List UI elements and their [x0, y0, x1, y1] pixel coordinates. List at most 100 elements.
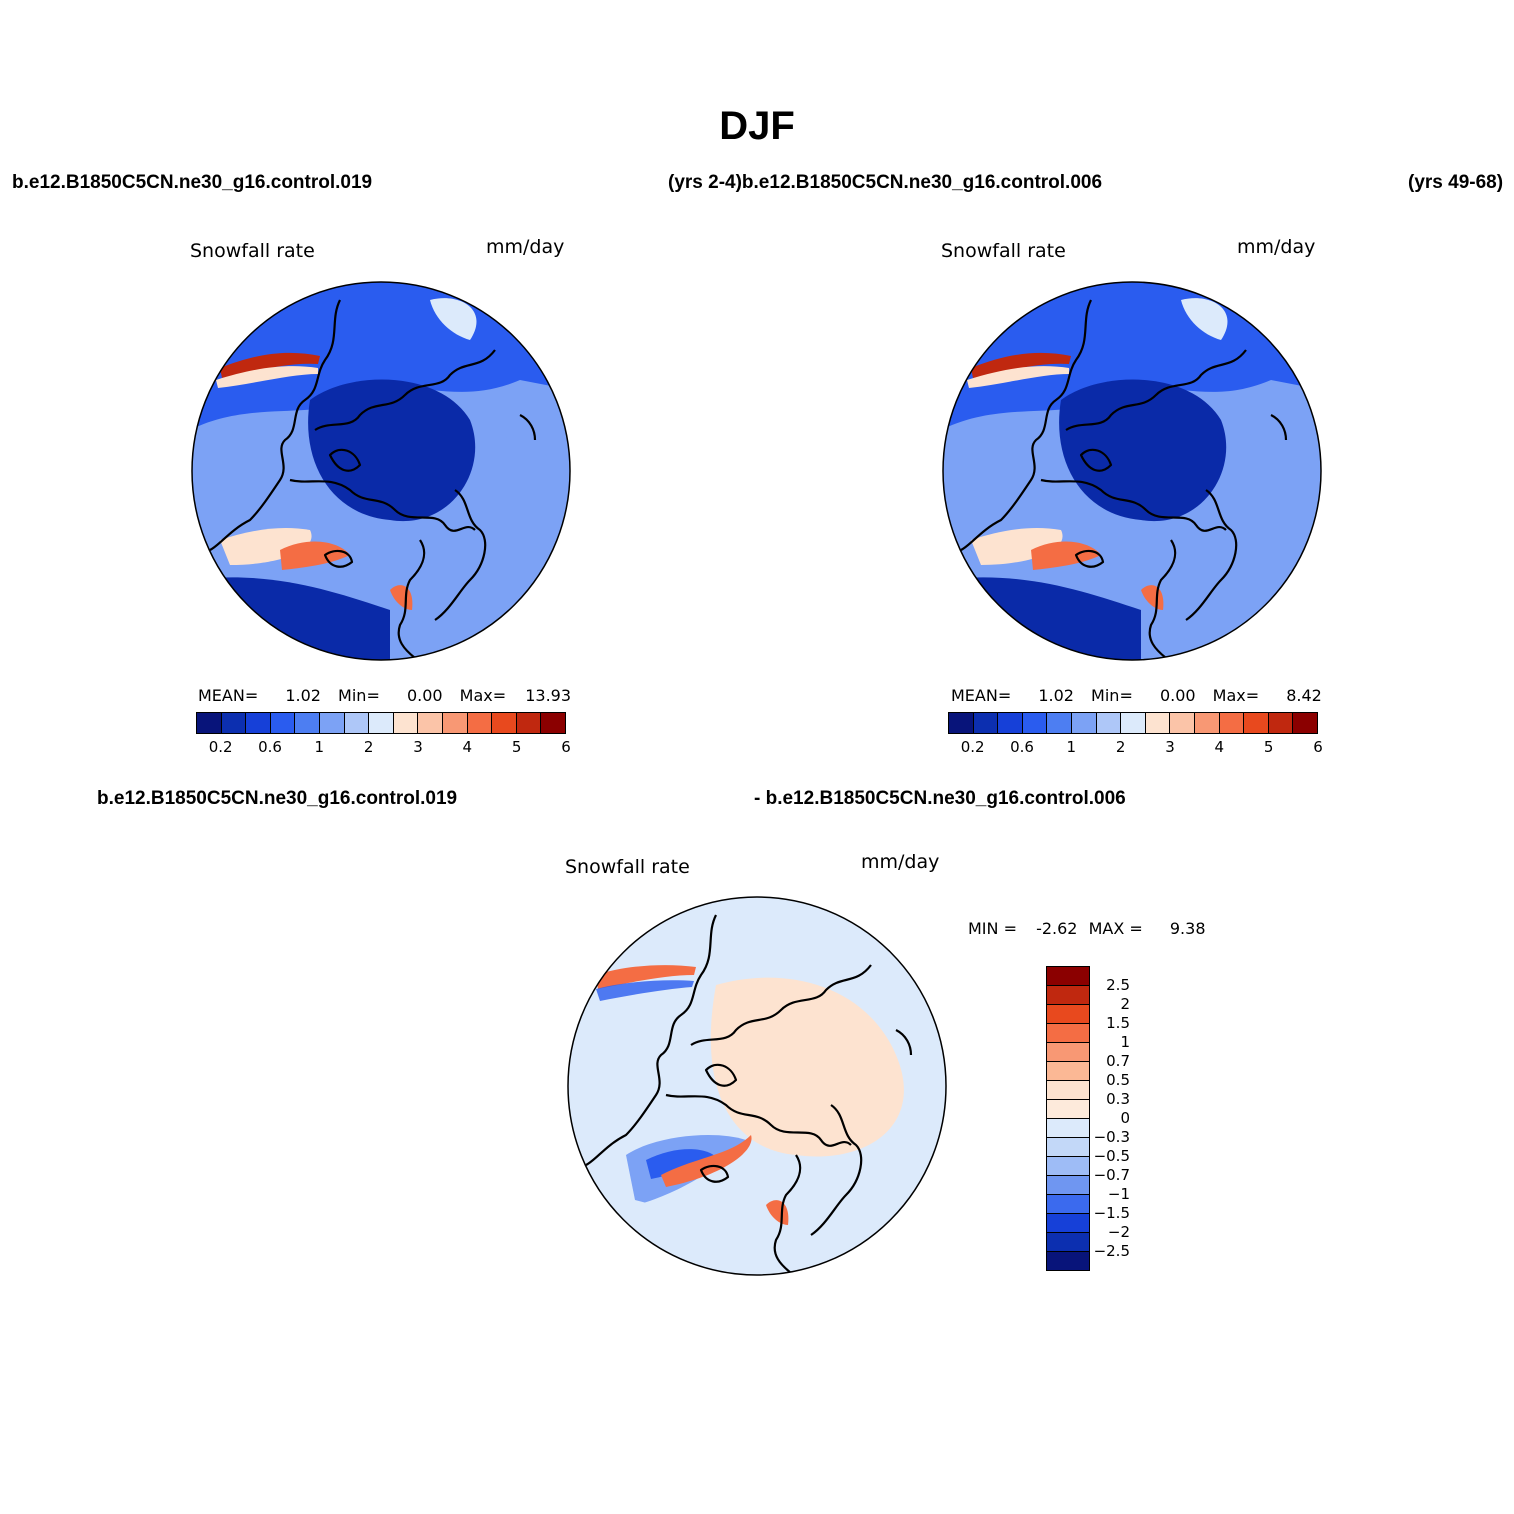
colorbar-swatch	[1145, 713, 1171, 733]
colorbar-tick-label: 2	[1120, 995, 1130, 1013]
panel-b-max-label: Max=	[1212, 686, 1260, 705]
case-a-label: b.e12.B1850C5CN.ne30_g16.control.019	[12, 172, 373, 193]
colorbar-tick-label: 0.3	[1106, 1090, 1130, 1108]
panel-a-stats: MEAN= 1.02 Min= 0.00 Max= 13.93	[198, 686, 571, 705]
colorbar-swatch	[1121, 713, 1146, 733]
colorbar-tick-label: 1	[314, 738, 325, 756]
colorbar-tick-label: −2.5	[1093, 1242, 1130, 1260]
colorbar-swatch	[467, 713, 493, 733]
colorbar-swatch	[393, 713, 419, 733]
colorbar-tick-label: 1	[1066, 738, 1077, 756]
colorbar-swatch	[1047, 1005, 1089, 1024]
colorbar-swatch	[492, 713, 517, 733]
colorbar-swatch	[1244, 713, 1269, 733]
colorbar-tick-label: 0.7	[1106, 1052, 1130, 1070]
colorbar-swatch	[1293, 713, 1317, 733]
case-b-label: b.e12.B1850C5CN.ne30_g16.control.006	[741, 172, 1103, 193]
panel-b-variable: Snowfall rate	[941, 240, 1066, 262]
coastlines	[209, 299, 537, 659]
map-border	[567, 896, 947, 1276]
colorbar-tick-label: 4	[462, 738, 473, 756]
years-b-label: (yrs 49-68)	[1408, 172, 1504, 193]
colorbar-swatch	[1047, 1081, 1089, 1100]
panel-a-max-value: 13.93	[525, 686, 572, 705]
diff-min-label: MIN =	[968, 919, 1017, 938]
colorbar-swatch	[197, 713, 222, 733]
colorbar-swatch	[442, 713, 468, 733]
panel-b-colorbar-ticks: 0.2 0.6 1 2 3 4 5 6	[948, 734, 1323, 756]
years-a-label: (yrs 2-4)b.e12.B1850C5CN.ne30_g16.contro…	[668, 172, 1102, 194]
years-a-text: (yrs 2-4)	[668, 172, 742, 193]
colorbar-tick-label: 4	[1214, 738, 1225, 756]
panel-b-colorbar-swatches	[948, 712, 1318, 734]
colorbar-swatch	[1047, 1252, 1089, 1270]
colorbar-tick-label: 3	[413, 738, 423, 756]
colorbar-swatch	[221, 713, 247, 733]
colorbar-swatch	[1047, 1233, 1089, 1252]
panel-a-units: mm/day	[486, 236, 565, 258]
colorbar-swatch	[246, 713, 271, 733]
panel-b-mean-label: MEAN=	[951, 686, 1012, 705]
panel-b-units: mm/day	[1237, 236, 1316, 258]
colorbar-tick-label: 0.2	[208, 738, 233, 756]
colorbar-tick-label: 0	[1120, 1109, 1130, 1127]
colorbar-tick-label: −0.7	[1093, 1166, 1130, 1184]
panel-a-max-label: Max=	[459, 686, 507, 705]
colorbar-tick-label: 5	[1263, 738, 1274, 756]
map-border	[942, 281, 1322, 661]
colorbar-swatch	[1047, 1043, 1089, 1062]
colorbar-tick-label: −1	[1107, 1185, 1130, 1203]
colorbar-tick-label: 3	[1165, 738, 1175, 756]
colorbar-tick-label: −2	[1107, 1223, 1130, 1241]
panel-b-stats: MEAN= 1.02 Min= 0.00 Max= 8.42	[951, 686, 1322, 705]
colorbar-swatch	[1022, 713, 1048, 733]
map-field	[192, 282, 570, 660]
panel-a-min-label: Min=	[338, 686, 380, 705]
colorbar-swatch	[998, 713, 1023, 733]
colorbar-tick-label: 2	[1115, 738, 1126, 756]
panel-a-variable: Snowfall rate	[190, 240, 315, 262]
colorbar-tick-label: 0.6	[258, 738, 282, 756]
panel-b-colorbar: 0.2 0.6 1 2 3 4 5 6	[948, 712, 1323, 756]
colorbar-swatch	[1047, 713, 1072, 733]
panel-b-polar-map	[942, 281, 1322, 661]
diff-units: mm/day	[861, 851, 940, 873]
coastlines	[585, 914, 913, 1274]
colorbar-swatch	[1047, 1119, 1089, 1138]
colorbar-swatch	[295, 713, 320, 733]
diff-max-value: 9.38	[1169, 919, 1206, 938]
panel-b-mean-value: 1.02	[1038, 686, 1074, 705]
colorbar-tick-label: 0.2	[960, 738, 985, 756]
colorbar-swatch	[1047, 1157, 1089, 1176]
colorbar-swatch	[1047, 1176, 1089, 1195]
panel-b-max-value: 8.42	[1286, 686, 1322, 705]
colorbar-tick-label: −0.3	[1093, 1128, 1130, 1146]
panel-b-min-label: Min=	[1091, 686, 1133, 705]
diff-stats: MIN = -2.62 MAX = 9.38	[968, 919, 1206, 938]
colorbar-swatch	[1047, 1195, 1089, 1214]
colorbar-swatch	[1219, 713, 1245, 733]
colorbar-tick-label: 6	[1313, 738, 1323, 756]
colorbar-tick-label: −1.5	[1093, 1204, 1130, 1222]
diff-case-b-label: - b.e12.B1850C5CN.ne30_g16.control.006	[754, 788, 1126, 809]
colorbar-tick-label: 6	[561, 738, 571, 756]
diff-variable: Snowfall rate	[565, 856, 690, 878]
colorbar-swatch	[1096, 713, 1122, 733]
diff-max-label: MAX =	[1088, 919, 1143, 938]
figure-title: DJF	[719, 104, 795, 148]
colorbar-swatch	[1071, 713, 1097, 733]
colorbar-swatch	[344, 713, 370, 733]
colorbar-swatch	[270, 713, 296, 733]
panel-a-min-value: 0.00	[406, 686, 443, 705]
colorbar-swatch	[1194, 713, 1220, 733]
colorbar-swatch	[369, 713, 394, 733]
panel-a-colorbar: 0.2 0.6 1 2 3 4 5 6	[196, 712, 571, 756]
colorbar-swatch	[1047, 1214, 1089, 1233]
panel-b-min-value: 0.00	[1159, 686, 1196, 705]
colorbar-tick-label: 1.5	[1106, 1014, 1130, 1032]
colorbar-swatch	[1047, 1138, 1089, 1157]
colorbar-swatch	[541, 713, 565, 733]
colorbar-swatch	[1047, 1100, 1089, 1119]
colorbar-tick-label: 2.5	[1106, 976, 1130, 994]
colorbar-tick-label: 1	[1120, 1033, 1130, 1051]
